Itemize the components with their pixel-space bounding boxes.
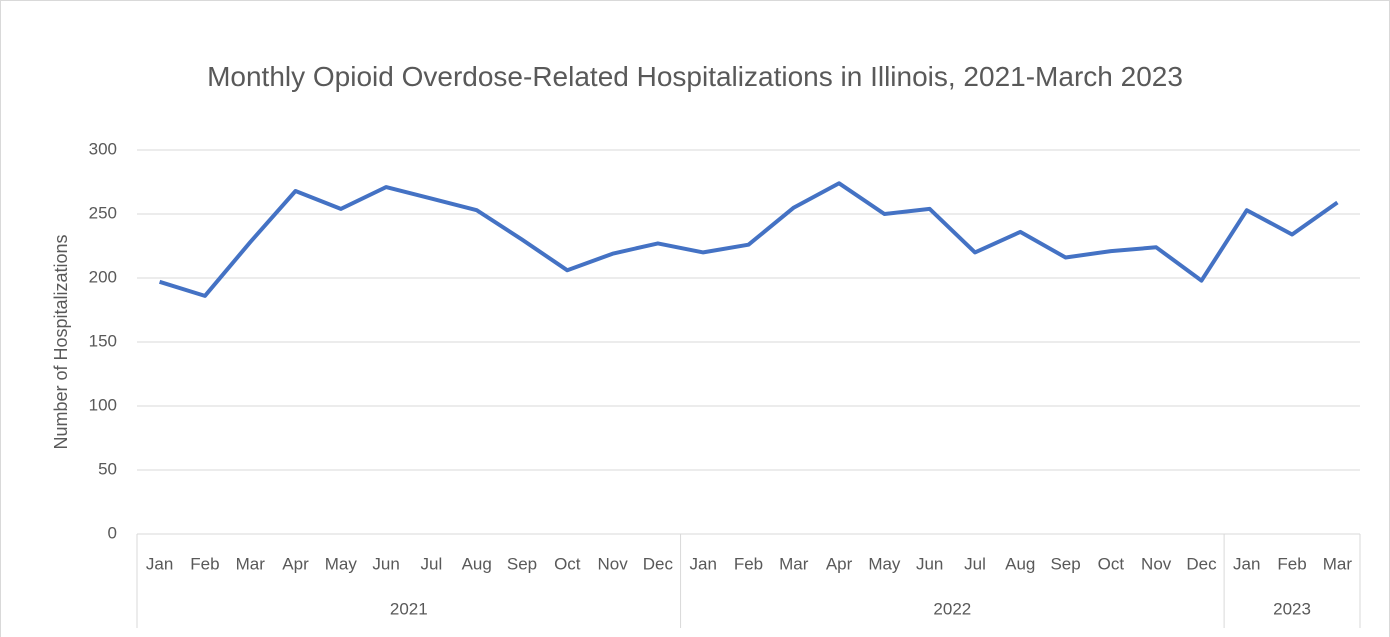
x-tick-label: Jul [964,554,986,573]
data-line [159,181,1339,298]
y-tick-label: 50 [98,459,117,478]
x-tick-label: Sep [507,554,537,573]
x-tick-label: Jan [146,554,173,573]
x-tick-label: Jun [916,554,943,573]
y-tick-label: 200 [89,267,117,286]
x-tick-label: Dec [643,554,674,573]
x-tick-label: Aug [1005,554,1035,573]
y-tick-label: 300 [89,139,117,158]
x-tick-label: Nov [1141,554,1172,573]
x-tick-label: May [325,554,358,573]
x-tick-label: Sep [1050,554,1080,573]
x-tick-label: Apr [282,554,309,573]
x-tick-label: Apr [826,554,853,573]
y-tick-label: 0 [108,523,117,542]
x-tick-label: Nov [597,554,628,573]
x-tick-label: Jan [689,554,716,573]
y-tick-label: 100 [89,395,117,414]
x-tick-label: Aug [462,554,492,573]
x-tick-label: Oct [554,554,581,573]
x-tick-label: Oct [1098,554,1125,573]
x-tick-label: Jun [372,554,399,573]
x-tick-label: Mar [779,554,809,573]
y-tick-label: 150 [89,331,117,350]
group-label: 2023 [1273,599,1311,618]
x-tick-label: Mar [236,554,266,573]
group-label: 2021 [390,599,428,618]
y-tick-label: 250 [89,203,117,222]
x-tick-label: Feb [190,554,219,573]
x-tick-label: Feb [1277,554,1306,573]
x-tick-label: Mar [1323,554,1353,573]
x-tick-label: Feb [734,554,763,573]
y-axis-label: Number of Hospitalizations [51,234,71,449]
chart-title: Monthly Opioid Overdose-Related Hospital… [207,61,1183,92]
x-tick-label: Jul [421,554,443,573]
group-label: 2022 [933,599,971,618]
x-tick-label: Dec [1186,554,1217,573]
x-tick-label: Jan [1233,554,1260,573]
x-tick-label: May [868,554,901,573]
